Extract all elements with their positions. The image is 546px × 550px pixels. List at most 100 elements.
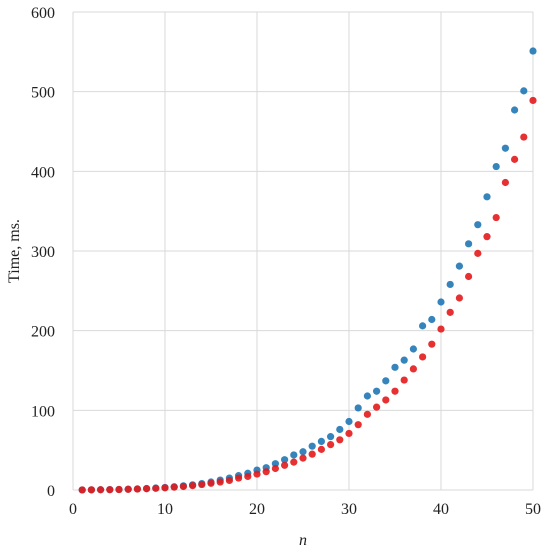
data-point [299, 454, 307, 462]
data-point [446, 280, 454, 289]
data-point [299, 448, 307, 456]
data-point [281, 456, 289, 464]
data-point [400, 356, 408, 364]
data-point [317, 437, 325, 446]
data-point [327, 433, 335, 441]
y-tick-label: 100 [31, 403, 55, 420]
data-point [465, 240, 473, 248]
data-point [87, 486, 95, 494]
y-tick-labels: 0 100 200 300 400 500 600 [31, 5, 55, 500]
data-point [455, 262, 463, 270]
data-point [428, 315, 436, 324]
data-point [373, 403, 381, 411]
data-point [409, 345, 417, 353]
data-point [97, 486, 105, 494]
data-point [78, 486, 86, 494]
y-tick-label: 400 [31, 164, 55, 181]
x-tick-label: 30 [341, 501, 357, 518]
data-point [345, 417, 353, 426]
x-tick-label: 40 [433, 501, 449, 518]
x-tick-label: 20 [249, 501, 265, 518]
data-point [529, 96, 537, 105]
x-tick-label: 10 [157, 501, 173, 518]
x-axis-title: n [299, 532, 307, 549]
data-point [336, 425, 344, 434]
data-point [437, 298, 445, 306]
data-point [271, 464, 279, 473]
data-point [207, 479, 215, 487]
data-point [198, 480, 206, 489]
data-point [400, 376, 408, 384]
data-point [483, 193, 491, 201]
data-point [143, 485, 151, 493]
data-point [492, 213, 500, 222]
data-point [483, 233, 491, 241]
data-point [327, 440, 335, 449]
data-point [492, 162, 500, 171]
data-point [510, 155, 519, 163]
data-point [363, 410, 371, 418]
data-point [419, 353, 427, 361]
data-point [382, 396, 390, 404]
series-2 [78, 96, 537, 494]
data-point [474, 221, 482, 229]
data-point [520, 87, 528, 95]
data-point [106, 486, 114, 494]
data-point [115, 485, 123, 494]
data-point [391, 363, 399, 371]
y-tick-label: 600 [31, 5, 55, 22]
data-point [317, 445, 325, 453]
data-point [225, 476, 233, 485]
data-points [78, 47, 537, 494]
x-tick-labels: 0 10 20 30 40 50 [69, 501, 541, 518]
y-tick-label: 300 [31, 244, 55, 261]
data-point [124, 485, 132, 493]
data-point [391, 387, 399, 395]
data-point [161, 484, 169, 492]
data-point [409, 365, 417, 373]
data-point [529, 47, 537, 55]
data-point [262, 468, 270, 476]
data-point [244, 472, 252, 481]
data-point [520, 133, 528, 141]
data-point [354, 421, 362, 429]
data-point [363, 392, 371, 400]
data-point [455, 294, 463, 302]
data-point [474, 249, 482, 257]
chart-grid [72, 11, 534, 491]
series-1 [78, 47, 537, 494]
data-point [152, 484, 160, 492]
data-point [382, 377, 390, 385]
x-tick-label: 50 [525, 501, 541, 518]
data-point [501, 144, 509, 152]
data-point [373, 387, 381, 395]
data-point [437, 325, 445, 333]
x-tick-label: 0 [69, 501, 77, 518]
y-tick-label: 0 [47, 483, 55, 500]
y-axis-title: Time, ms. [6, 219, 23, 283]
data-point [501, 178, 509, 187]
data-point [290, 451, 298, 459]
data-point [308, 450, 316, 458]
data-point [336, 436, 344, 444]
data-point [281, 461, 289, 469]
data-point [253, 470, 261, 478]
data-point [446, 308, 454, 316]
data-point [216, 478, 224, 486]
data-point [308, 442, 316, 450]
data-point [189, 482, 197, 490]
data-point [170, 483, 178, 491]
data-point [133, 485, 141, 493]
data-point [345, 429, 353, 438]
data-point [290, 458, 298, 466]
data-point [419, 322, 427, 330]
data-point [354, 404, 362, 412]
y-tick-label: 200 [31, 324, 55, 341]
data-point [465, 272, 473, 281]
data-point [179, 482, 187, 491]
data-point [510, 106, 519, 114]
data-point [235, 474, 243, 482]
data-point [428, 340, 436, 348]
y-tick-label: 500 [31, 85, 55, 102]
